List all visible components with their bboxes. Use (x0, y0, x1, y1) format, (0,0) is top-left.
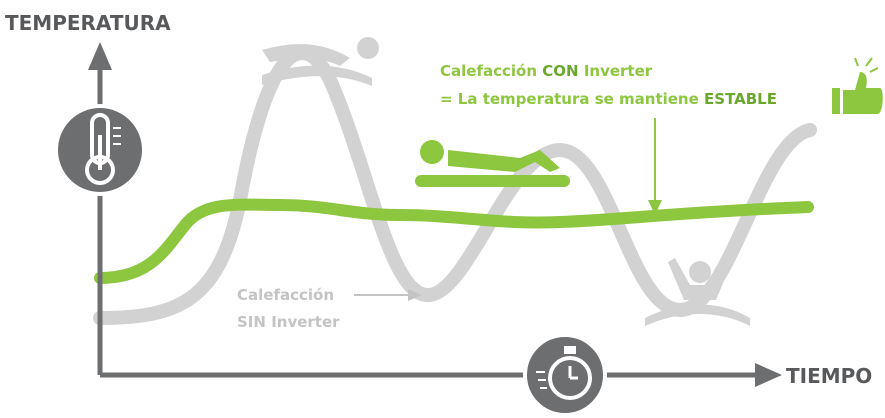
stopwatch-icon (523, 333, 607, 417)
text-highlight: SIN (237, 313, 266, 331)
without-inverter-line2: SIN Inverter (237, 313, 340, 331)
text-highlight: CON (542, 62, 578, 80)
swimmer-icon (262, 37, 379, 86)
gray-pointer-head (408, 289, 422, 301)
cold-person-icon (645, 258, 750, 326)
text: Inverter (271, 313, 340, 331)
x-arrow (755, 363, 782, 387)
text: Calefacción (440, 62, 537, 80)
with-inverter-line1: Calefacción CON Inverter (440, 62, 653, 80)
text: Inverter (584, 62, 653, 80)
y-axis-label: TEMPERATURA (5, 11, 171, 35)
without-inverter-line1: Calefacción (237, 286, 334, 304)
with-inverter-line2: = La temperatura se mantiene ESTABLE (440, 90, 777, 108)
text: = La temperatura se mantiene (440, 90, 699, 108)
thumbs-up-icon (832, 57, 883, 114)
y-arrow (88, 42, 112, 70)
text-highlight: ESTABLE (704, 90, 777, 108)
x-axis-label: TIEMPO (786, 364, 872, 388)
thermometer-icon (54, 104, 146, 196)
green-pointer-head (648, 200, 662, 215)
relaxed-person-icon (415, 140, 570, 187)
curve-with-inverter (94, 198, 814, 284)
